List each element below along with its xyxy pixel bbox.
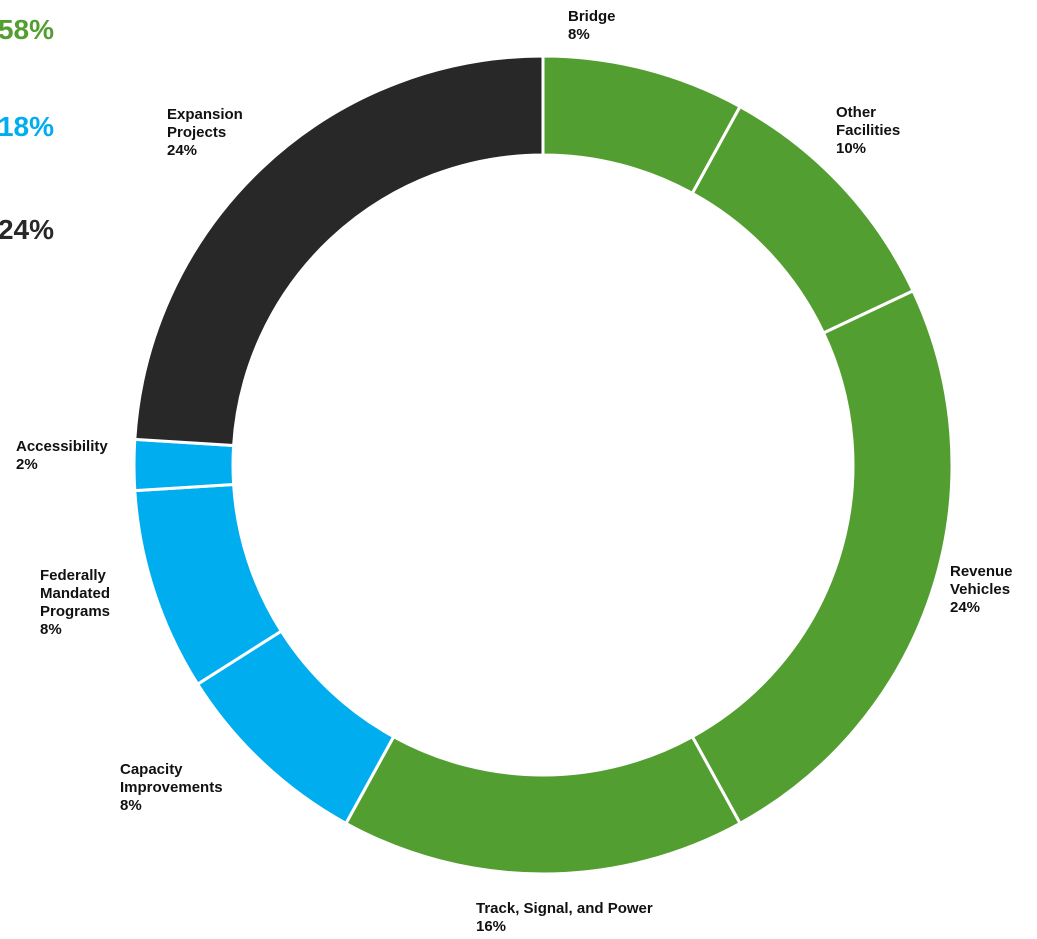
segment-label: Accessibility 2% xyxy=(16,438,146,474)
segment-percent: 10% xyxy=(836,140,867,157)
segment-name: Federally Mandated Programs xyxy=(40,567,111,620)
segment-label: Bridge 8% xyxy=(568,8,628,44)
segment-name: Revenue Vehicles xyxy=(950,563,1013,598)
segment-name: Capacity Improvements xyxy=(120,761,223,796)
segment-name: Other Facilities xyxy=(836,104,901,139)
segment-percent: 24% xyxy=(950,599,981,616)
segment-percent: 16% xyxy=(476,918,507,935)
donut-segment xyxy=(133,54,545,448)
donut-segment xyxy=(132,437,236,493)
group-total: 58% xyxy=(0,14,54,45)
segment-name: Track, Signal, and Power xyxy=(476,900,653,917)
group-total: 18% xyxy=(0,111,54,142)
donut-segment xyxy=(690,288,954,826)
segment-percent: 8% xyxy=(568,26,590,43)
donut-segment xyxy=(343,734,743,876)
group-total: 24% xyxy=(0,214,54,245)
segment-name: Expansion Projects xyxy=(167,106,243,141)
segment-name: Accessibility xyxy=(16,438,108,455)
segment-label: Capacity Improvements 8% xyxy=(120,761,260,815)
segment-percent: 24% xyxy=(167,142,198,159)
segment-label: Track, Signal, and Power 16% xyxy=(476,900,716,936)
segment-label: Other Facilities 10% xyxy=(836,104,926,158)
segment-percent: 8% xyxy=(40,621,62,638)
segment-percent: 8% xyxy=(120,797,142,814)
segment-label: Federally Mandated Programs 8% xyxy=(40,567,135,639)
segment-name: Bridge xyxy=(568,8,616,25)
segment-label: Revenue Vehicles 24% xyxy=(950,563,1037,617)
segment-percent: 2% xyxy=(16,456,38,473)
segment-label: Expansion Projects 24% xyxy=(167,106,267,160)
